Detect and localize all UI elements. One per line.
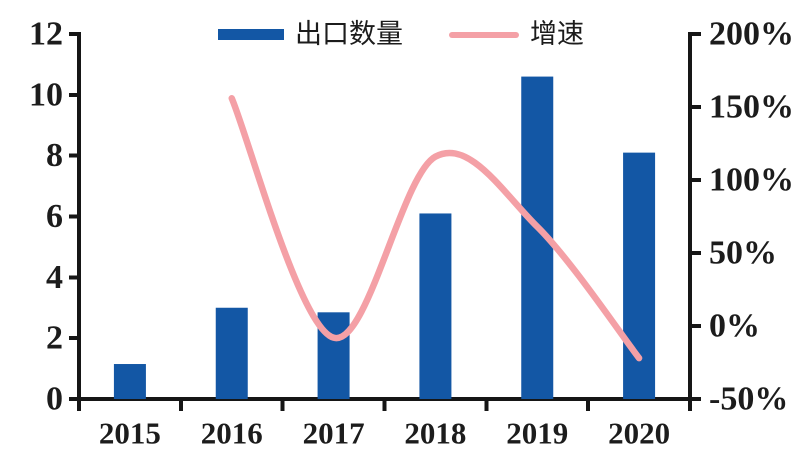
x-axis-label: 2018 xyxy=(404,416,466,451)
left-axis-tick-label: 4 xyxy=(46,259,63,296)
bar-2018 xyxy=(419,213,452,399)
left-axis-tick-label: 8 xyxy=(46,137,63,174)
legend-line-swatch xyxy=(449,31,519,38)
legend-line-label: 增速 xyxy=(530,19,584,49)
right-axis-tick-label: 150% xyxy=(709,89,794,126)
right-axis-tick-label: 50% xyxy=(709,235,777,272)
right-axis-tick-label: 200% xyxy=(709,16,794,53)
x-axis-label: 2019 xyxy=(506,416,568,451)
right-axis-tick-label: 100% xyxy=(709,162,794,199)
legend-item-bars: 出口数量 xyxy=(218,21,403,48)
x-axis-label: 2016 xyxy=(201,416,263,451)
legend-bar-label: 出口数量 xyxy=(295,19,403,49)
left-axis-tick-label: 0 xyxy=(46,381,63,418)
left-axis-tick-label: 2 xyxy=(46,320,63,357)
legend: 出口数量 增速 xyxy=(218,21,584,48)
legend-bar-swatch xyxy=(218,29,284,40)
left-axis-tick-label: 12 xyxy=(29,16,63,53)
x-axis-label: 2015 xyxy=(99,416,161,451)
x-axis-label: 2020 xyxy=(608,416,670,451)
left-axis-tick-label: 10 xyxy=(29,76,63,113)
x-axis-label: 2017 xyxy=(303,416,365,451)
bar-2020 xyxy=(623,152,656,399)
right-axis-tick-label: 0% xyxy=(709,308,760,345)
right-axis-tick-label: -50% xyxy=(709,381,788,418)
left-axis-tick-label: 6 xyxy=(46,198,63,235)
legend-item-line: 增速 xyxy=(449,21,584,48)
bar-2016 xyxy=(215,307,248,399)
growth-line xyxy=(228,94,643,362)
bar-2015 xyxy=(113,364,146,399)
